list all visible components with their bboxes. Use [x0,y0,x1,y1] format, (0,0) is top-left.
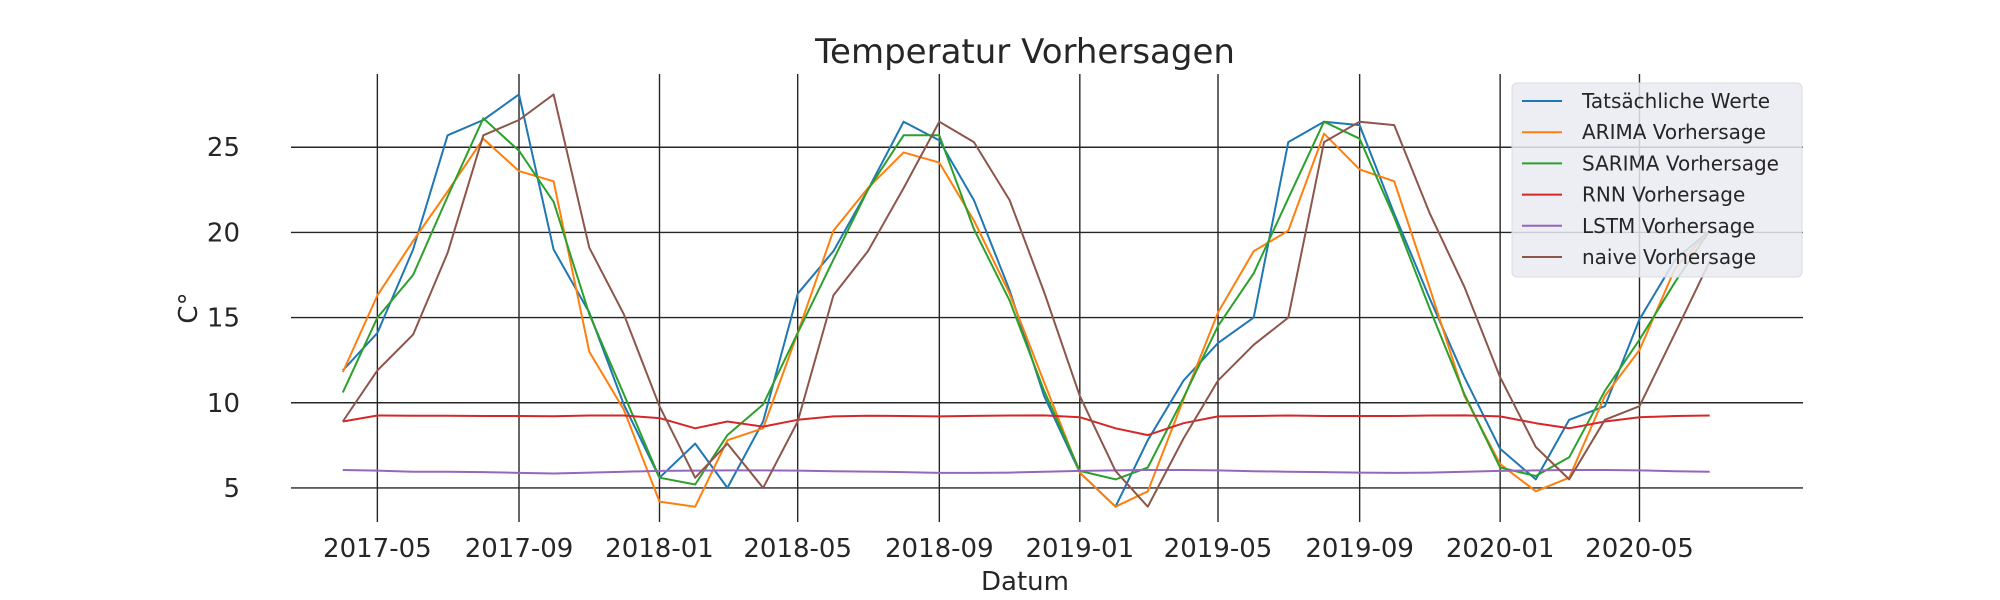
legend-label: naive Vorhersage [1582,245,1756,269]
x-tick-label: 2018-09 [885,534,994,564]
chart-title: Temperatur Vorhersagen [814,32,1235,72]
y-tick-label: 20 [207,218,240,248]
series-group [341,93,1711,508]
x-tick-label: 2017-09 [465,534,574,564]
x-tick-label: 2020-05 [1585,534,1694,564]
series-line-3 [342,414,1710,437]
x-axis-ticks: 2017-05 2017-09 2018-01 2018-05 2018-09 2019-… [323,534,1694,564]
x-tick-label: 2018-01 [605,534,714,564]
x-tick-label: 2019-01 [1025,534,1134,564]
y-tick-label: 15 [207,304,240,334]
legend: Tatsächliche Werte ARIMA Vorhersage SARIMA… [1511,82,1803,278]
x-axis-label: Datum [981,567,1069,597]
legend-label: Tatsächliche Werte [1581,89,1770,113]
x-tick-label: 2019-05 [1164,534,1273,564]
legend-label: RNN Vorhersage [1582,183,1745,207]
series-line-4 [342,469,1710,475]
series-line-1 [341,132,1711,508]
series-line-2 [341,117,1711,486]
legend-label: ARIMA Vorhersage [1582,120,1766,144]
series-line-5 [341,93,1711,508]
series-line-0 [342,93,1711,508]
y-axis-label: C° [174,292,204,323]
legend-label: LSTM Vorhersage [1582,214,1755,238]
x-tick-label: 2018-05 [743,534,852,564]
y-tick-label: 5 [223,474,240,504]
x-tick-label: 2020-01 [1446,534,1555,564]
legend-box [1511,82,1803,278]
y-tick-label: 10 [207,389,240,419]
y-axis-ticks: 5 10 15 20 25 [207,133,240,504]
x-tick-label: 2019-09 [1305,534,1414,564]
legend-label: SARIMA Vorhersage [1582,151,1779,175]
y-tick-label: 25 [207,133,240,163]
x-tick-label: 2017-05 [323,534,432,564]
